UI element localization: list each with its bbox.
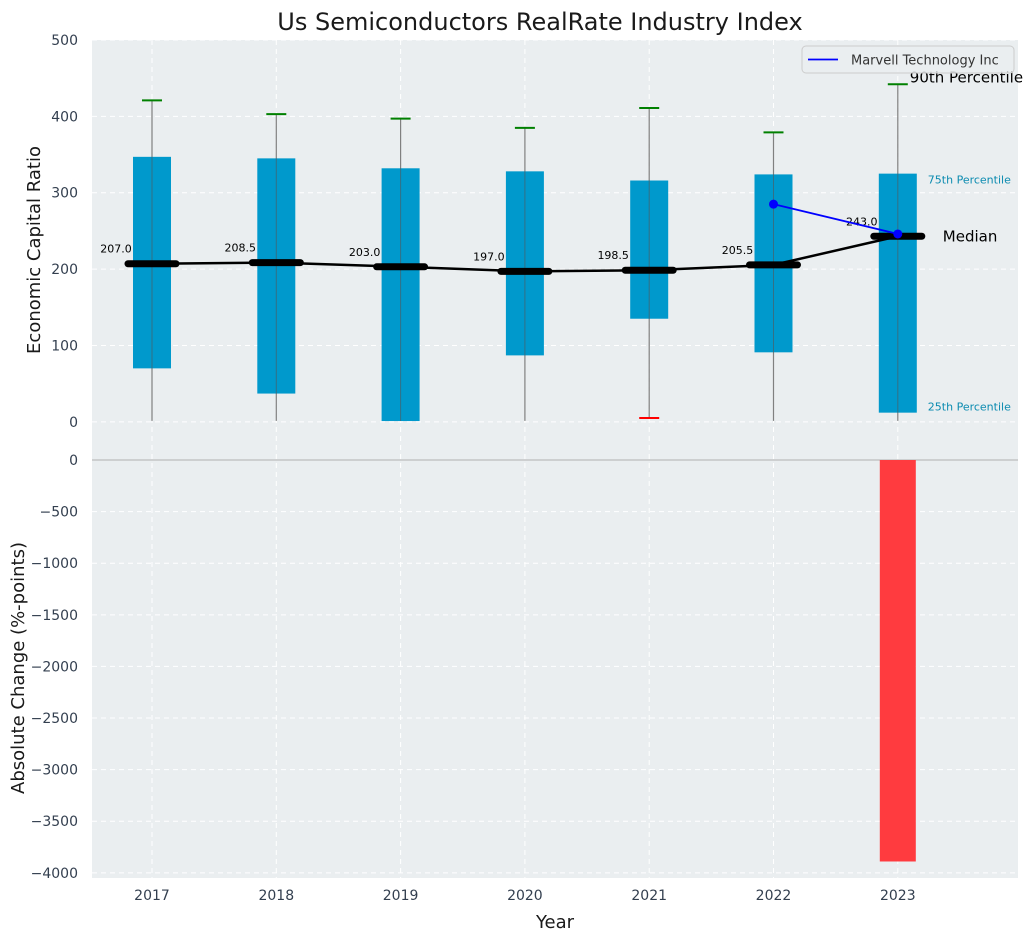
bottom-y-tick-label: −1500 — [31, 608, 78, 624]
q3-annotation: 75th Percentile — [928, 174, 1011, 187]
company-series-point — [893, 229, 903, 239]
x-tick-label: 2020 — [507, 888, 543, 904]
x-tick-label: 2021 — [631, 888, 667, 904]
x-tick-label: 2023 — [880, 888, 916, 904]
x-axis-label: Year — [535, 912, 575, 933]
q1-annotation: 25th Percentile — [928, 401, 1011, 414]
median-annotation: Median — [943, 227, 998, 245]
box-2023 — [878, 83, 917, 421]
top-y-tick-label: 200 — [51, 262, 78, 278]
top-y-tick-label: 400 — [51, 109, 78, 125]
bottom-y-tick-label: −2500 — [31, 711, 78, 727]
bottom-y-tick-label: −1000 — [31, 556, 78, 572]
bottom-y-axis-label: Absolute Change (%-points) — [8, 542, 29, 794]
top-y-tick-label: 500 — [51, 33, 78, 49]
box-2018 — [257, 113, 296, 421]
legend-label: Marvell Technology Inc — [851, 54, 999, 69]
top-plot-background — [92, 40, 1018, 460]
x-tick-label: 2017 — [134, 888, 170, 904]
change-bar-2023 — [879, 460, 916, 862]
top-y-tick-label: 300 — [51, 186, 78, 202]
plot-layer: 0 100 200 300 400 500 0 −500 −1000 −1500 −2000 −250… — [31, 33, 1023, 904]
median-value-label: 197.0 — [473, 250, 505, 263]
x-tick-label: 2018 — [258, 888, 294, 904]
median-value-label: 198.5 — [597, 249, 629, 262]
top-y-tick-label: 0 — [69, 415, 78, 431]
x-tick-label: 2022 — [756, 888, 792, 904]
median-value-label: 243.0 — [846, 215, 878, 228]
median-value-label: 203.0 — [349, 246, 381, 259]
legend-box — [801, 45, 1015, 74]
median-value-label: 207.0 — [100, 243, 132, 256]
bottom-y-tick-label: −4000 — [31, 866, 78, 882]
box-2021 — [630, 106, 669, 419]
chart-title: Us Semiconductors RealRate Industry Inde… — [277, 8, 802, 36]
bottom-y-tick-label: −3000 — [31, 763, 78, 779]
company-series-line — [773, 203, 899, 235]
bottom-plot-background — [92, 460, 1018, 878]
median-value-label: 208.5 — [225, 242, 257, 255]
bottom-y-tick-label: −2000 — [31, 659, 78, 675]
box-2020 — [505, 126, 544, 421]
company-series-point — [769, 199, 778, 209]
box-2019 — [381, 117, 420, 422]
bottom-y-tick-label: −500 — [40, 505, 78, 521]
x-tick-label: 2019 — [383, 888, 419, 904]
top-y-tick-label: 100 — [51, 338, 78, 354]
median-value-label: 205.5 — [722, 244, 754, 257]
legend: Marvell Technology Inc — [801, 45, 1015, 74]
bottom-y-tick-label: 0 — [69, 453, 78, 469]
top-y-axis-label: Economic Capital Ratio — [24, 146, 45, 354]
bottom-y-tick-label: −3500 — [31, 814, 78, 830]
